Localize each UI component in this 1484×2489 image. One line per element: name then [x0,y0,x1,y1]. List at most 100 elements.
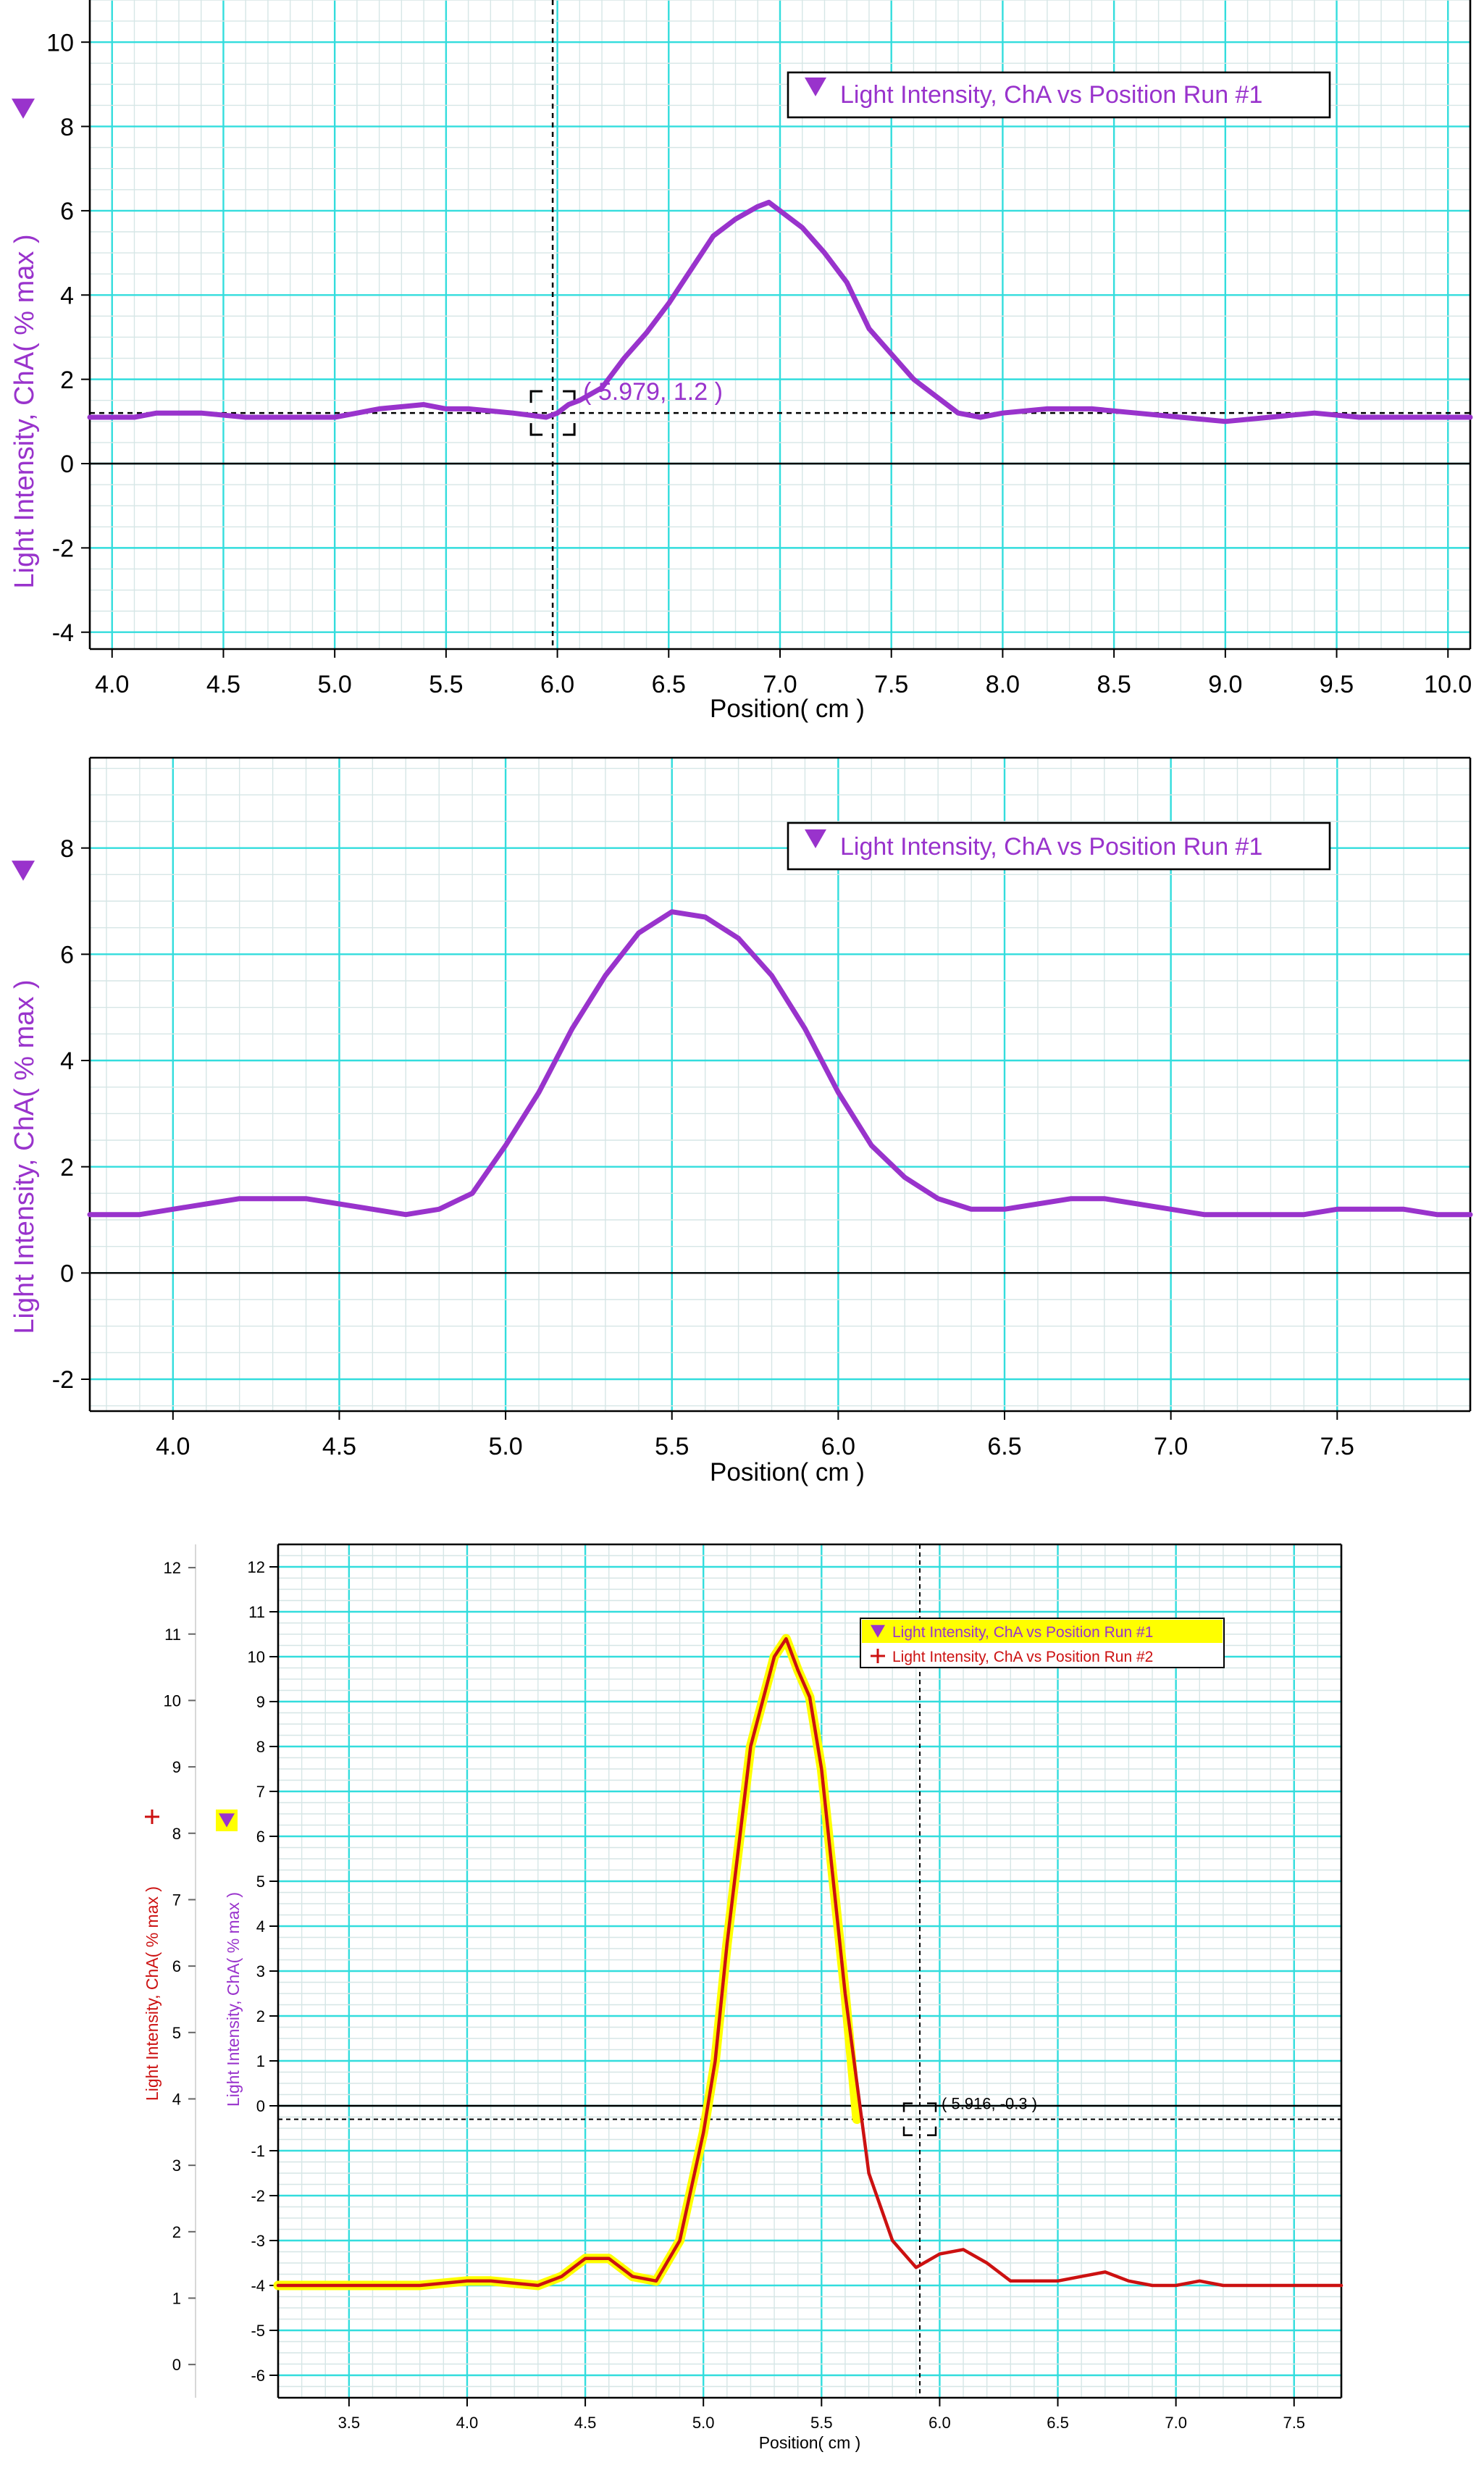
x-tick-label: 5.5 [810,2414,833,2432]
x-tick-label: 7.0 [1165,2414,1187,2432]
x-tick-label: 7.5 [874,671,908,698]
x-tick-label: 7.5 [1283,2414,1305,2432]
y-axis-series-marker-run-2 [145,1810,159,1824]
legend-label-run-2: Light Intensity, ChA vs Position Run #2 [892,1649,1153,1665]
y-tick-label: 11 [248,1603,265,1621]
series-line-run-1 [87,909,1473,1218]
y-tick-label: 4 [256,1917,265,1936]
cursor-bracket [902,2102,913,2112]
outer-y-tick-label: 7 [172,1891,181,1909]
x-tick-label: 7.5 [1320,1433,1354,1460]
x-tick-label: 7.0 [763,671,797,698]
outer-y-tick-label: 12 [164,1559,181,1577]
x-tick-label: 5.5 [655,1433,689,1460]
y-tick-label: 6 [60,942,74,969]
x-tick-label: 4.5 [206,671,240,698]
y-tick-label: 1 [256,2052,265,2070]
x-tick-label: 5.0 [692,2414,715,2432]
cursor-bracket [927,2126,937,2136]
series-run-1 [87,909,1473,1218]
legend: Light Intensity, ChA vs Position Run #1 L… [860,1618,1225,1668]
y-tick-label: 3 [256,1962,265,1980]
y-axis-label: Light Intensity, ChA( % max ) [9,979,40,1334]
y-tick-label: 5 [256,1873,265,1891]
y-tick-label: 0 [256,2097,265,2115]
legend-highlight-run-1 [862,1620,1223,1643]
legend-label-run-1: Light Intensity, ChA vs Position Run #1 [840,81,1262,109]
y-tick-label: 0 [60,451,74,478]
series-run-2 [276,1636,1343,2288]
outer-y-tick-label: 2 [172,2223,181,2241]
x-tick-label: 4.5 [574,2414,597,2432]
x-axis-label: Position( cm ) [710,695,865,723]
y-tick-label: 8 [60,835,74,863]
x-tick-label: 10.0 [1424,671,1472,698]
y-tick-label: 4 [60,1047,74,1075]
legend-marker-run-1 [871,1625,885,1638]
cursor-bracket [927,2102,937,2112]
y-tick-label: 2 [256,2007,265,2025]
y-tick-label: 8 [256,1738,265,1756]
x-tick-label: 4.0 [95,671,129,698]
y-tick-label: -4 [251,2277,265,2295]
x-tick-label: 7.0 [1154,1433,1188,1460]
x-tick-label: 9.0 [1208,671,1242,698]
outer-y-tick-label: 3 [172,2157,181,2175]
x-tick-label: 6.5 [652,671,686,698]
y-tick-label: 4 [60,283,74,310]
cursor-bracket [563,390,576,403]
y-axis-series-marker [12,99,35,119]
y-tick-label: 9 [256,1693,265,1711]
x-tick-label: 4.5 [322,1433,356,1460]
x-tick-label: 8.0 [986,671,1020,698]
data-cursor [90,0,1470,649]
cursor-bracket [529,423,543,436]
x-tick-label: 8.5 [1097,671,1131,698]
outer-y-tick-label: 11 [164,1626,181,1644]
outer-y-tick-label: 9 [172,1758,181,1776]
y-tick-label: 10 [248,1648,265,1666]
y-axis-series-marker [12,861,35,881]
y-tick-label: -3 [251,2232,265,2250]
y-tick-label: 10 [46,29,74,57]
grid [90,758,1471,1411]
y-tick-label: -6 [251,2367,265,2385]
legend-label-run-1: Light Intensity, ChA vs Position Run #1 [892,1624,1153,1641]
x-tick-label: 5.5 [429,671,463,698]
outer-y-tick-label: 6 [172,1957,181,1975]
y-tick-label: 6 [256,1828,265,1846]
grid [277,1544,1342,2398]
y-axis-series-marker-run-1 [219,1813,235,1828]
x-tick-label: 9.5 [1320,671,1354,698]
outer-y-tick-label: 5 [172,2024,181,2042]
legend-box [787,821,1331,871]
x-tick-label: 6.0 [928,2414,951,2432]
legend-marker-run-1 [805,829,826,849]
y-tick-label: -2 [52,1366,74,1394]
cursor-bracket [563,423,576,436]
legend-marker-run-2 [871,1649,885,1663]
y-tick-label: 8 [60,114,74,141]
legend-marker-run-1 [805,77,826,97]
y-tick-label: 7 [256,1783,265,1801]
x-tick-label: 5.0 [488,1433,522,1460]
x-tick-label: 3.5 [338,2414,361,2432]
y-axis-label-run-1: Light Intensity, ChA( % max ) [224,1892,243,2107]
x-tick-label: 5.0 [318,671,352,698]
outer-y-tick-label: 8 [172,1825,181,1843]
y-tick-label: 2 [60,367,74,394]
data-cursor [278,1544,1341,2398]
y-tick-label: -5 [251,2322,265,2340]
y-axis-label: Light Intensity, ChA( % max ) [9,234,40,588]
y-tick-label: -2 [251,2187,265,2205]
x-tick-label: 4.0 [456,2414,479,2432]
cursor-bracket [529,390,543,403]
y-tick-label: -1 [251,2142,265,2160]
y-tick-label: 12 [248,1558,265,1576]
outer-y-tick-label: 1 [172,2289,181,2307]
y-tick-label: -2 [52,535,74,563]
y-axis-label-run-2: Light Intensity, ChA( % max ) [143,1886,162,2101]
y-tick-label: 2 [60,1154,74,1181]
x-axis-label: Position( cm ) [759,2433,861,2452]
legend-box [787,71,1331,119]
